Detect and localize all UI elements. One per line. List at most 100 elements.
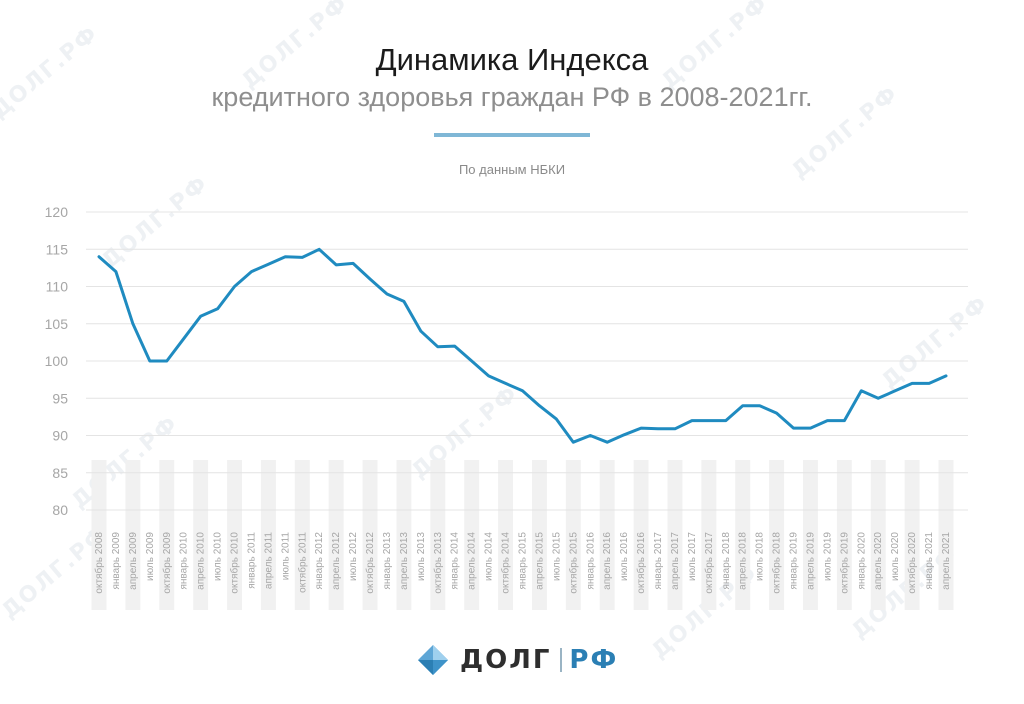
x-tick-label: октябрь 2015 (567, 532, 579, 594)
category-stripes (91, 460, 954, 610)
x-tick-label: октябрь 2011 (296, 532, 308, 593)
category-stripe (159, 460, 175, 610)
x-tick-label: июль 2010 (213, 532, 224, 581)
category-stripe (701, 460, 717, 610)
x-tick-label: апрель 2017 (670, 532, 681, 590)
category-stripe (667, 460, 683, 610)
x-tick-label: октябрь 2008 (93, 532, 105, 594)
y-tick-label: 95 (52, 390, 68, 406)
logo-suffix: РФ (569, 645, 619, 675)
source-note: По данным НБКИ (458, 162, 566, 177)
x-tick-label: январь 2014 (450, 532, 461, 590)
y-tick-label: 110 (46, 279, 69, 295)
x-axis-ticks: октябрь 2008 январь 2009 апрель 2009 июль 2… (93, 532, 952, 594)
x-tick-label: январь 2017 (653, 532, 664, 590)
x-tick-label: январь 2021 (924, 532, 935, 590)
category-stripe (803, 460, 818, 610)
category-stripe (125, 460, 141, 610)
title-accent-bar (434, 133, 590, 137)
category-stripe (464, 460, 480, 610)
x-tick-label: июль 2020 (890, 532, 901, 581)
series-line (97, 247, 948, 444)
x-tick-label: январь 2020 (856, 532, 867, 590)
y-tick-label: 100 (45, 353, 69, 369)
x-tick-label: январь 2011 (246, 532, 257, 589)
y-tick-label: 105 (45, 316, 69, 332)
category-stripe (396, 460, 412, 610)
line-chart: 120 115 110 105 100 95 90 85 80 октябрь 2008 янва… (45, 204, 968, 610)
x-tick-label: июль 2009 (145, 532, 156, 581)
category-stripe (769, 460, 785, 610)
chart-title: Динамика Индекса (375, 42, 649, 77)
category-stripe (430, 460, 446, 610)
category-stripe (362, 460, 378, 610)
x-tick-label: январь 2019 (789, 532, 800, 590)
x-tick-label: июль 2019 (822, 532, 833, 581)
category-stripe (633, 460, 649, 610)
y-axis-ticks: 120 115 110 105 100 95 90 85 80 (45, 204, 69, 518)
x-tick-label: июль 2014 (484, 532, 495, 581)
x-tick-label: апрель 2020 (873, 532, 884, 590)
category-stripe (227, 460, 242, 610)
category-stripe (328, 460, 344, 610)
x-tick-label: апрель 2011 (263, 532, 274, 590)
x-tick-label: октябрь 2013 (432, 532, 444, 594)
category-stripe (498, 460, 514, 610)
y-tick-label: 90 (52, 428, 68, 444)
x-tick-label: апрель 2014 (467, 532, 478, 590)
x-tick-label: апрель 2012 (331, 532, 342, 590)
x-tick-label: октябрь 2009 (161, 532, 173, 594)
x-tick-label: апрель 2013 (399, 532, 410, 590)
category-stripe (735, 460, 751, 610)
x-tick-label: октябрь 2016 (635, 532, 647, 594)
x-tick-label: октябрь 2012 (364, 532, 376, 594)
logo-separator (560, 648, 563, 672)
category-stripe (938, 460, 954, 610)
x-tick-label: июль 2015 (551, 532, 562, 581)
x-tick-label: апрель 2009 (128, 532, 139, 590)
category-stripe (904, 460, 920, 610)
chart-subtitle: кредитного здоровья граждан РФ в 2008-20… (211, 82, 813, 112)
category-stripe (260, 460, 276, 610)
x-tick-label: июль 2018 (755, 532, 766, 581)
x-tick-label: июль 2011 (280, 532, 291, 581)
logo-diamond-icon (418, 645, 448, 675)
x-tick-label: октябрь 2010 (229, 532, 241, 594)
category-stripe (565, 460, 581, 610)
x-tick-label: июль 2017 (687, 532, 698, 581)
category-stripe (599, 460, 615, 610)
x-tick-label: октябрь 2014 (500, 532, 512, 594)
logo: ДОЛГ РФ (416, 642, 618, 678)
x-tick-label: январь 2018 (721, 532, 732, 590)
x-tick-label: январь 2009 (111, 532, 122, 590)
x-tick-label: июль 2012 (348, 532, 359, 581)
x-tick-label: апрель 2021 (941, 532, 952, 590)
category-stripe (531, 460, 547, 610)
y-tick-label: 80 (52, 502, 68, 518)
x-tick-label: январь 2015 (518, 532, 529, 590)
y-tick-label: 120 (45, 204, 69, 220)
x-tick-label: октябрь 2018 (771, 532, 783, 594)
x-tick-label: октябрь 2017 (703, 532, 715, 594)
x-tick-label: апрель 2015 (534, 532, 545, 590)
x-tick-label: октябрь 2019 (838, 532, 850, 594)
grid-lines (86, 211, 968, 511)
x-tick-label: апрель 2010 (196, 532, 207, 590)
x-tick-label: апрель 2019 (805, 532, 816, 590)
logo-name: ДОЛГ (460, 645, 552, 675)
x-tick-label: январь 2013 (382, 532, 393, 590)
category-stripe (836, 460, 852, 610)
x-tick-label: январь 2010 (179, 532, 190, 590)
category-stripe (193, 460, 209, 610)
x-tick-label: июль 2013 (416, 532, 427, 581)
category-stripe (294, 460, 310, 610)
x-tick-label: апрель 2018 (738, 532, 749, 590)
x-tick-label: январь 2016 (585, 532, 596, 590)
category-stripe (91, 460, 107, 610)
x-tick-label: январь 2012 (314, 532, 325, 590)
x-tick-label: апрель 2016 (602, 532, 613, 590)
x-tick-label: октябрь 2020 (906, 532, 918, 594)
x-tick-label: июль 2016 (619, 532, 630, 581)
y-tick-label: 85 (52, 465, 68, 481)
category-stripe (870, 460, 886, 610)
